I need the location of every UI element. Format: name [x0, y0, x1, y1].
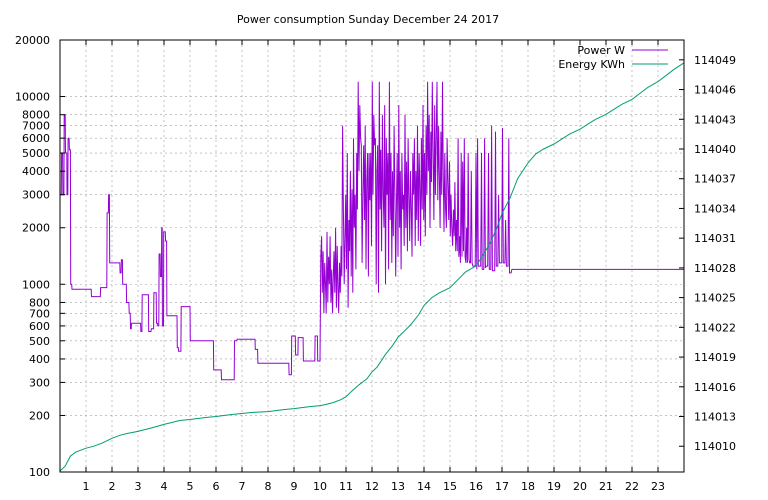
y-tick-label: 200 [29, 409, 50, 422]
x-tick-label: 18 [521, 480, 535, 493]
series-line-power [60, 81, 684, 381]
x-tick-label: 21 [599, 480, 613, 493]
x-tick-label: 4 [161, 480, 168, 493]
y-tick-label: 2000 [22, 222, 50, 235]
x-tick-label: 15 [443, 480, 457, 493]
y-tick-label: 500 [29, 335, 50, 348]
x-tick-label: 6 [213, 480, 220, 493]
x-tick-label: 5 [187, 480, 194, 493]
x-tick-label: 10 [313, 480, 327, 493]
y2-tick-labels: 114010 114013 114016 114019 114022 114025 1140… [694, 54, 736, 453]
y2-tick-label: 114013 [694, 411, 736, 424]
legend-label: Energy KWh [558, 58, 625, 71]
x-tick-label: 17 [495, 480, 509, 493]
x-tick-label: 12 [365, 480, 379, 493]
y2-tick-label: 114046 [694, 84, 736, 97]
y2-tick-label: 114040 [694, 143, 736, 156]
series-lines [59, 62, 685, 472]
y-tick-label: 700 [29, 307, 50, 320]
y2-tick-label: 114025 [694, 292, 736, 305]
y2-tick-label: 114037 [694, 173, 736, 186]
x-tick-label: 7 [239, 480, 246, 493]
y-tick-label: 8000 [22, 109, 50, 122]
x-tick-label: 22 [625, 480, 639, 493]
y2-tick-label: 114022 [694, 321, 736, 334]
y-tick-label: 600 [29, 320, 50, 333]
x-tick-label: 2 [109, 480, 116, 493]
x-tick-label: 19 [547, 480, 561, 493]
y-tick-label: 10000 [15, 91, 50, 104]
y-tick-label: 20000 [15, 34, 50, 47]
y-tick-label: 6000 [22, 132, 50, 145]
y-tick-label: 100 [29, 466, 50, 479]
y2-tick-label: 114034 [694, 202, 736, 215]
y2-tick-label: 114031 [694, 232, 736, 245]
x-tick-label: 11 [339, 480, 353, 493]
y2-tick-label: 114043 [694, 113, 736, 126]
chart-title: Power consumption Sunday December 24 201… [237, 13, 499, 26]
x-tick-label: 8 [265, 480, 272, 493]
y-tick-label: 400 [29, 353, 50, 366]
y2-tick-label: 114016 [694, 381, 736, 394]
legend-label: Power W [577, 44, 625, 57]
x-tick-labels: 1 2 3 4 5 6 7 8 9 10 11 12 13 14 15 16 17 18 19 20 21 22 23 [83, 480, 666, 493]
x-tick-label: 9 [291, 480, 298, 493]
x-tick-label: 1 [83, 480, 90, 493]
x-tick-label: 13 [391, 480, 405, 493]
y-tick-label: 3000 [22, 189, 50, 202]
x-tick-label: 14 [417, 480, 431, 493]
y2-tick-label: 114019 [694, 351, 736, 364]
x-tick-label: 20 [573, 480, 587, 493]
y-tick-label: 4000 [22, 165, 50, 178]
y2-tick-label: 114028 [694, 262, 736, 275]
y-tick-label: 7000 [22, 120, 50, 133]
x-tick-label: 16 [469, 480, 483, 493]
y-tick-label: 300 [29, 376, 50, 389]
y-tick-label: 5000 [22, 147, 50, 160]
x-tick-label: 23 [651, 480, 665, 493]
y2-tick-label: 114049 [694, 54, 736, 67]
y-tick-label: 1000 [22, 278, 50, 291]
y-tick-label: 800 [29, 296, 50, 309]
x-tick-label: 3 [135, 480, 142, 493]
tick-marks [60, 39, 684, 473]
series-line-energy [59, 62, 685, 472]
y2-tick-label: 114010 [694, 440, 736, 453]
